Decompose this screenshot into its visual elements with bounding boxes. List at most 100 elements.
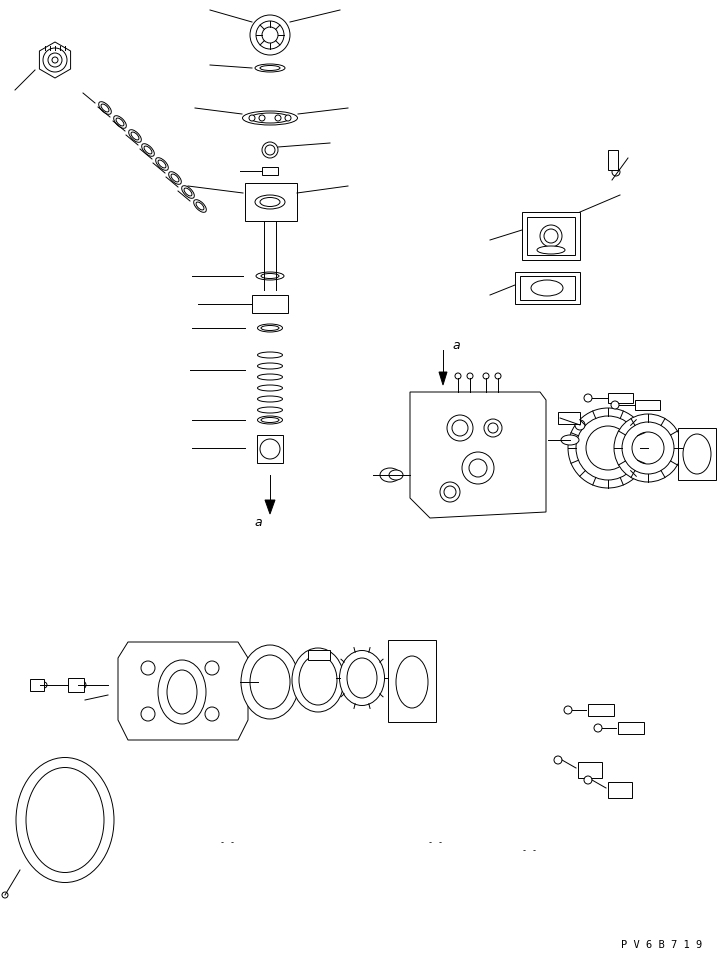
Circle shape [467,373,473,379]
Ellipse shape [340,650,385,705]
Circle shape [259,115,265,121]
Circle shape [205,661,219,675]
Ellipse shape [257,416,283,424]
Bar [578,762,602,778]
Circle shape [78,681,86,689]
Ellipse shape [196,202,204,210]
Bar [608,393,633,403]
Circle shape [444,486,456,498]
Ellipse shape [131,132,139,140]
Circle shape [462,452,494,484]
Ellipse shape [144,146,152,154]
Ellipse shape [683,434,711,474]
Circle shape [52,57,58,63]
Ellipse shape [389,470,403,480]
Circle shape [205,707,219,721]
Bar [257,435,283,463]
Ellipse shape [250,655,290,709]
Circle shape [584,776,592,784]
Bar [618,722,644,734]
Ellipse shape [156,158,169,171]
Ellipse shape [16,758,114,882]
Circle shape [632,432,664,464]
Ellipse shape [184,188,192,196]
Bar [678,428,716,480]
Circle shape [575,420,585,430]
Ellipse shape [257,352,283,358]
Circle shape [586,426,630,470]
Circle shape [265,145,275,155]
Bar [262,167,278,175]
Ellipse shape [261,418,279,422]
Bar [245,183,297,221]
Bar [608,782,632,798]
Circle shape [447,415,473,441]
Polygon shape [265,500,275,514]
Bar [527,217,575,255]
Circle shape [540,225,562,247]
Circle shape [564,706,572,714]
Ellipse shape [257,396,283,402]
Bar [588,704,614,716]
Ellipse shape [380,468,400,482]
Ellipse shape [255,64,285,72]
Polygon shape [118,642,248,740]
Text: P V 6 B 7 1 9: P V 6 B 7 1 9 [622,940,702,950]
Ellipse shape [113,116,126,128]
Ellipse shape [261,273,279,279]
Bar [388,640,436,722]
Circle shape [141,661,155,675]
Circle shape [249,115,255,121]
Bar [68,678,84,692]
Polygon shape [439,372,447,385]
Circle shape [584,394,592,402]
Bar [522,212,580,260]
Circle shape [250,15,290,55]
Ellipse shape [257,363,283,369]
Ellipse shape [292,648,344,712]
Ellipse shape [257,407,283,413]
Circle shape [594,724,602,732]
Circle shape [455,373,461,379]
Ellipse shape [101,104,109,112]
Text: - -: - - [220,838,236,847]
Ellipse shape [256,272,284,280]
Ellipse shape [260,65,280,71]
Ellipse shape [99,102,111,114]
Circle shape [260,439,280,459]
Ellipse shape [257,374,283,380]
Ellipse shape [182,186,194,198]
Circle shape [495,373,501,379]
Circle shape [141,707,155,721]
Bar [520,276,575,300]
Circle shape [2,892,8,898]
Bar [558,412,580,424]
Text: - -: - - [427,838,443,847]
Ellipse shape [299,655,337,705]
Circle shape [440,482,460,502]
Circle shape [611,401,619,409]
Ellipse shape [169,171,181,184]
Circle shape [488,423,498,433]
Polygon shape [410,392,546,518]
Ellipse shape [257,324,283,332]
Bar [515,272,580,304]
Ellipse shape [142,144,154,156]
Ellipse shape [257,385,283,391]
Ellipse shape [255,195,285,209]
Ellipse shape [116,118,124,125]
Ellipse shape [347,658,377,698]
Text: a: a [254,515,262,529]
Bar [608,150,618,170]
Circle shape [483,373,489,379]
Circle shape [568,408,648,488]
Bar [308,650,330,660]
Circle shape [484,419,502,437]
Circle shape [262,27,278,43]
Polygon shape [39,42,71,78]
Circle shape [285,115,291,121]
Ellipse shape [396,656,428,708]
Bar [635,400,660,410]
Circle shape [452,420,468,436]
Circle shape [612,168,620,176]
